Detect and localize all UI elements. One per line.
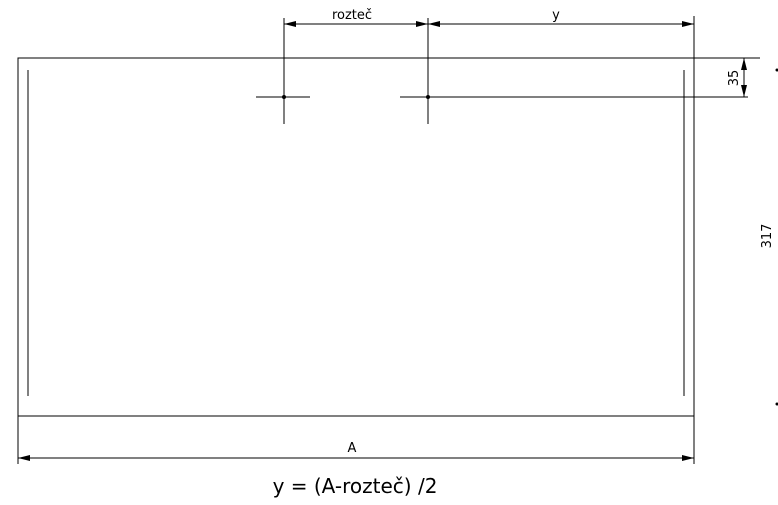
pitch-label: rozteč [332,8,372,23]
y-label: y [552,8,560,23]
formula-text: y = (A-rozteč) /2 [272,474,438,498]
hole-marker-right [400,18,748,124]
height-dim-tick-top [775,68,778,72]
width-dimension [18,455,694,461]
height-label: 317 [760,224,775,249]
height-dim-tick-bottom [775,402,778,406]
width-label: A [348,441,357,456]
offset-label: 35 [727,70,742,87]
pitch-dimension [284,21,428,27]
offset-dimension [741,58,747,97]
panel-outline [17,57,695,417]
y-dimension [428,21,694,27]
hole-marker-left [256,18,310,124]
